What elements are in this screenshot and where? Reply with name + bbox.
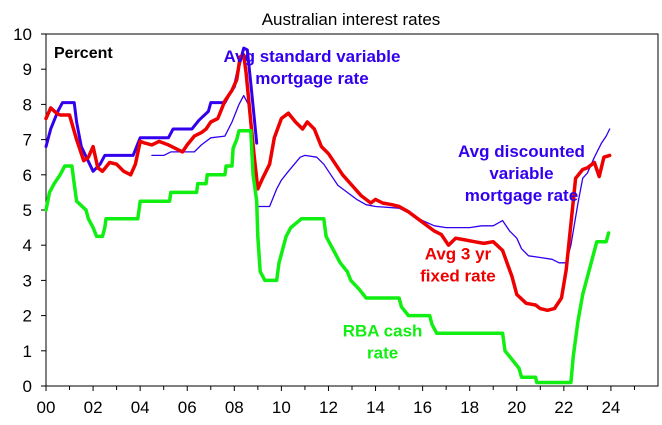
unit-label: Percent [54, 45, 113, 62]
y-tick-label: 8 [23, 95, 32, 114]
y-tick-label: 3 [23, 271, 32, 290]
x-tick-label: 16 [413, 398, 432, 417]
x-tick-label: 04 [131, 398, 150, 417]
series-line-0 [44, 46, 259, 173]
chart-title: Australian interest rates [262, 10, 441, 29]
series-label-1-line-2: mortgage rate [465, 186, 578, 205]
x-tick-label: 20 [507, 398, 526, 417]
x-tick-label: 02 [84, 398, 103, 417]
series-label-1-line-0: Avg discounted [458, 142, 585, 161]
y-tick-label: 10 [13, 25, 32, 44]
x-tick-label: 12 [319, 398, 338, 417]
series-label-0-line-1: mortgage rate [255, 69, 368, 88]
x-tick-label: 06 [178, 398, 197, 417]
x-tick-label: 22 [554, 398, 573, 417]
series-line-1 [151, 94, 611, 264]
series-label-3-line-0: RBA cash [343, 322, 423, 341]
series-layer [44, 46, 612, 385]
y-tick-label: 9 [23, 60, 32, 79]
x-tick-label: 14 [366, 398, 385, 417]
x-tick-label: 24 [601, 398, 620, 417]
series-label-0-line-0: Avg standard variable [223, 47, 400, 66]
y-tick-label: 4 [23, 236, 32, 255]
series-line-3 [44, 129, 611, 385]
y-tick-label: 5 [23, 201, 32, 220]
x-tick-label: 18 [460, 398, 479, 417]
y-tick-label: 2 [23, 307, 32, 326]
x-tick-label: 08 [225, 398, 244, 417]
y-tick-label: 7 [23, 131, 32, 150]
series-label-2-line-0: Avg 3 yr [425, 244, 492, 263]
y-tick-label: 6 [23, 166, 32, 185]
series-line-2 [44, 53, 612, 313]
x-tick-label: 00 [37, 398, 56, 417]
series-label-3-line-1: rate [367, 344, 398, 363]
x-tick-label: 10 [272, 398, 291, 417]
y-tick-label: 1 [23, 342, 32, 361]
series-label-2-line-1: fixed rate [420, 266, 496, 285]
series-label-1-line-1: variable [489, 164, 553, 183]
y-tick-label: 0 [23, 377, 32, 396]
annotation-layer: Avg standard variable mortgage rate Avg di… [223, 47, 584, 363]
